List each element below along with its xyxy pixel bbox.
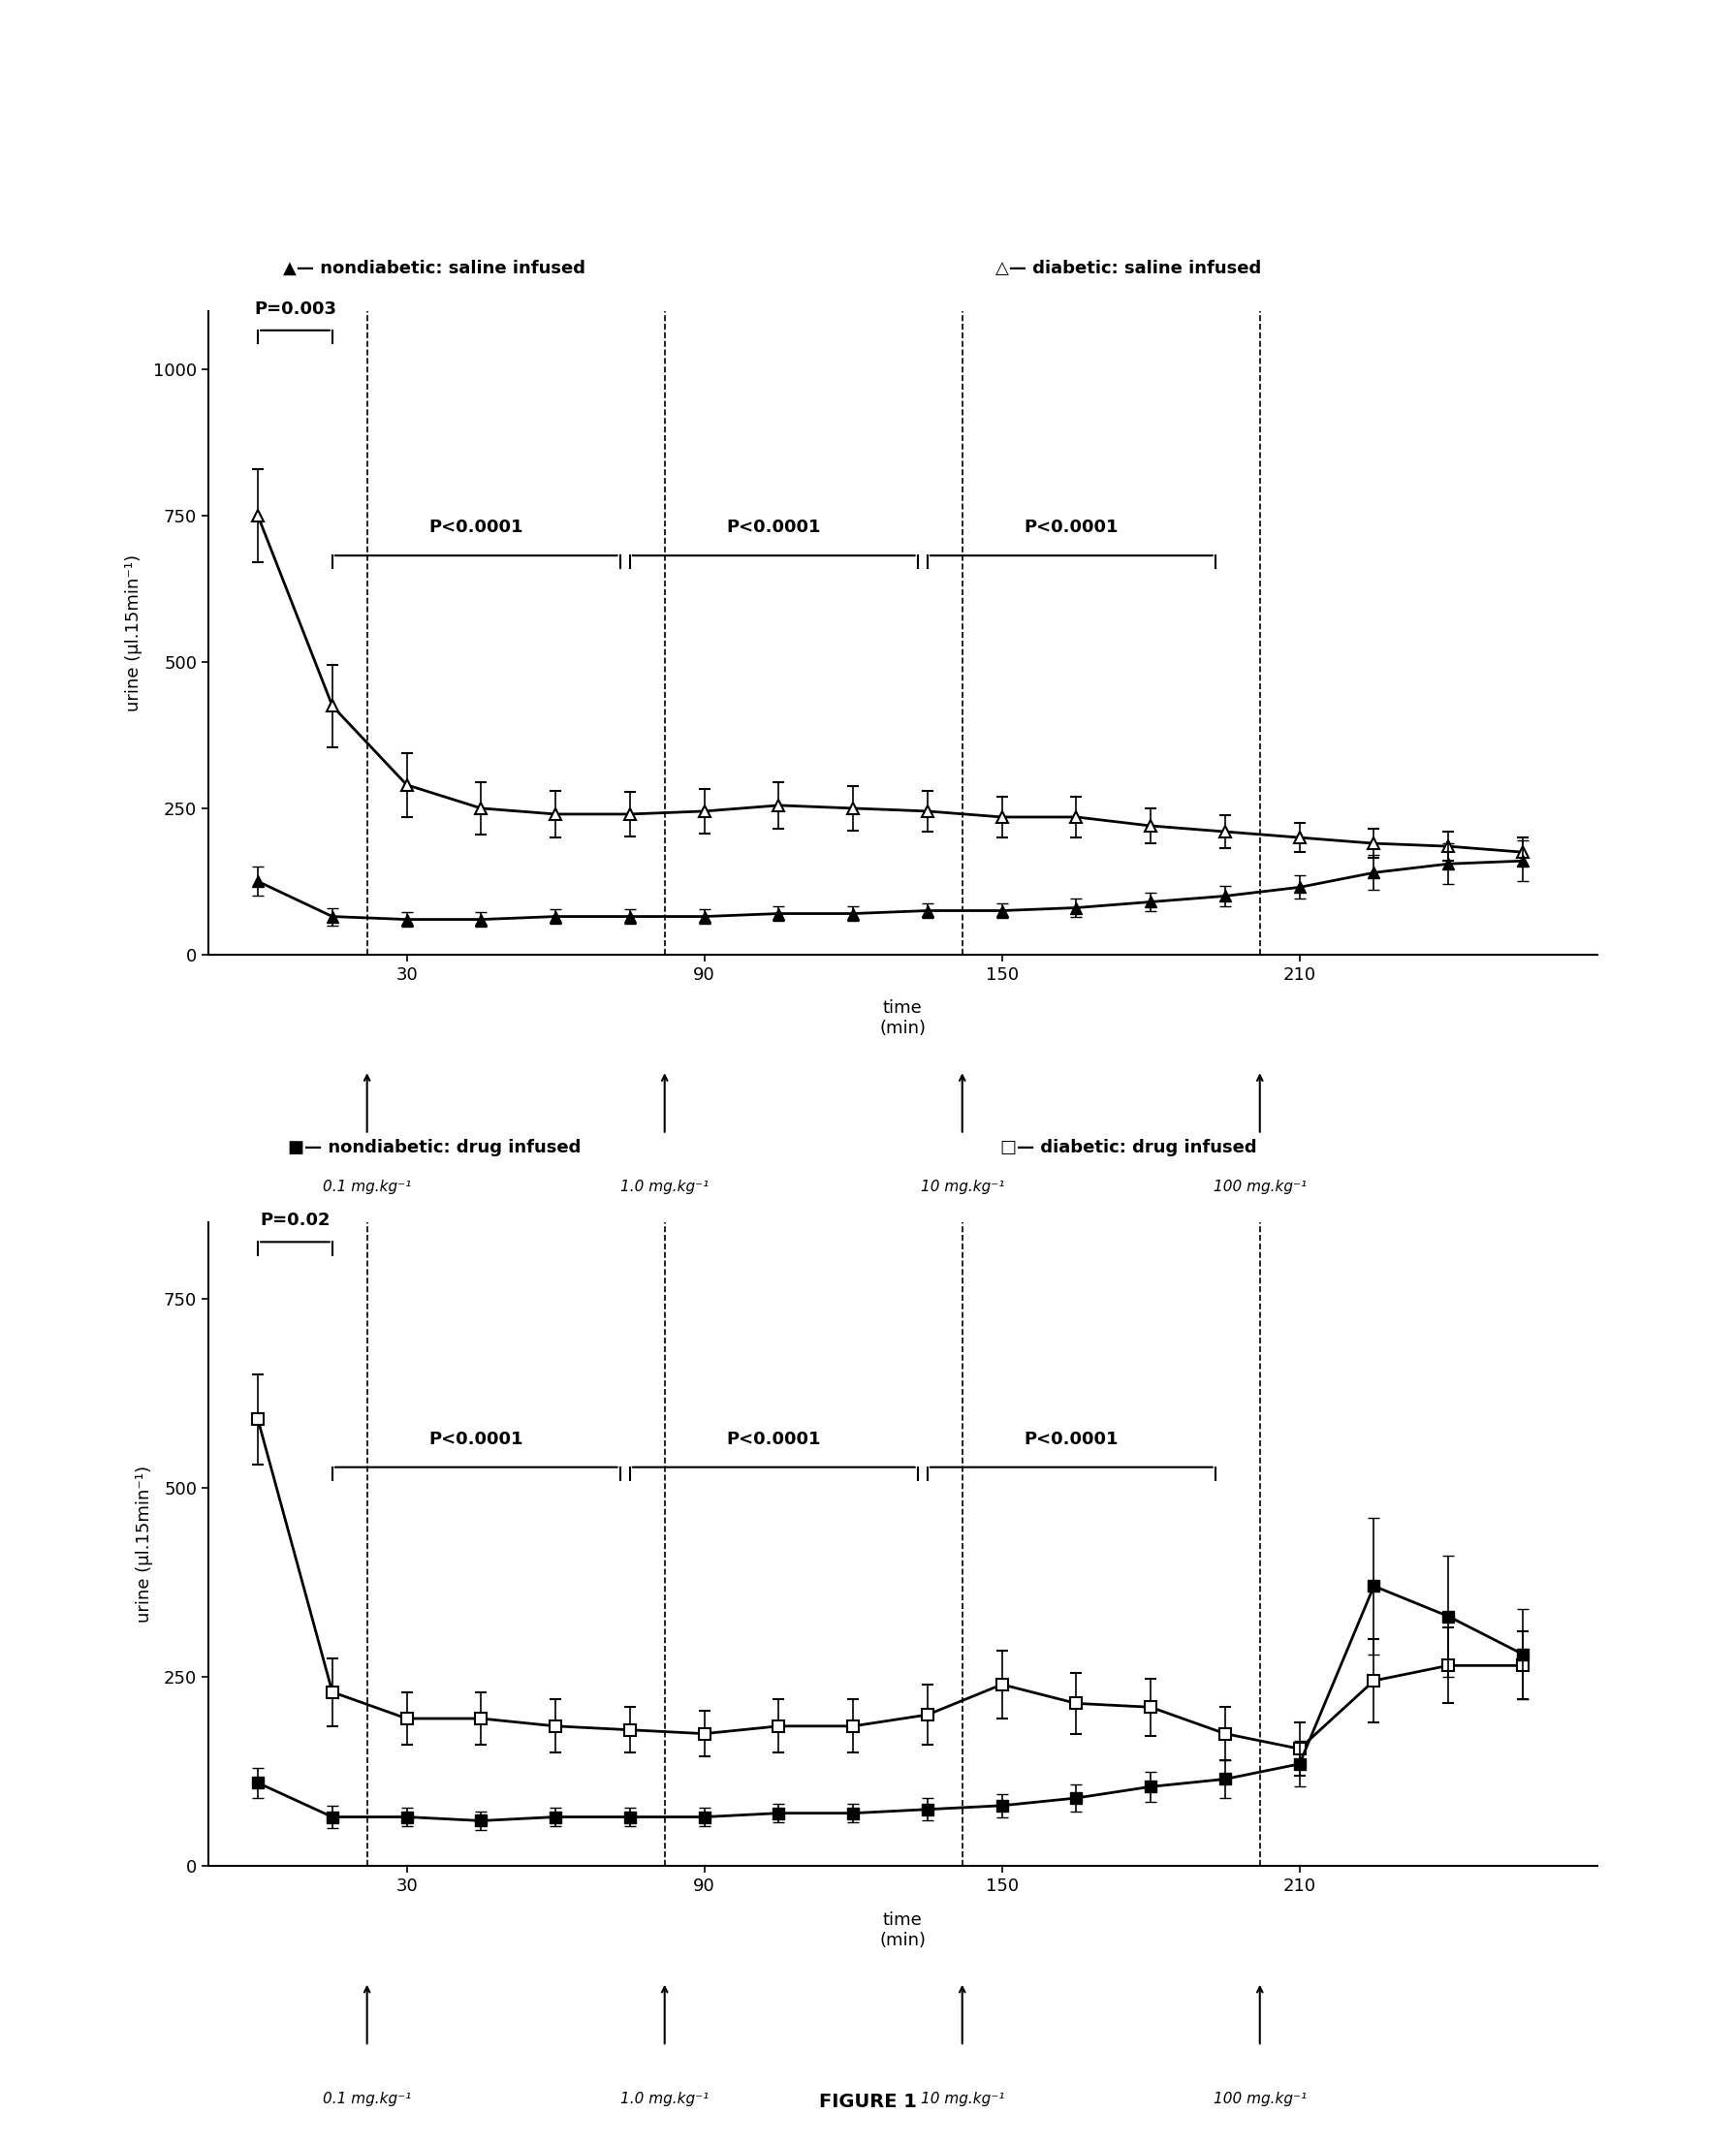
- Text: 0.1 mg.kg⁻¹: 0.1 mg.kg⁻¹: [323, 2091, 411, 2106]
- Text: 1.0 mg.kg⁻¹: 1.0 mg.kg⁻¹: [620, 2091, 708, 2106]
- Text: □— diabetic: drug infused: □— diabetic: drug infused: [1000, 1139, 1257, 1156]
- Y-axis label: urine (µl.15min⁻¹): urine (µl.15min⁻¹): [135, 1465, 153, 1624]
- Text: P<0.0001: P<0.0001: [1024, 519, 1118, 536]
- Text: 10 mg.kg⁻¹: 10 mg.kg⁻¹: [920, 2091, 1003, 2106]
- Text: 100 mg.kg⁻¹: 100 mg.kg⁻¹: [1213, 1180, 1307, 1195]
- Text: P=0.003: P=0.003: [253, 300, 337, 317]
- Text: 10 mg.kg⁻¹: 10 mg.kg⁻¹: [920, 1180, 1003, 1195]
- Text: P<0.0001: P<0.0001: [429, 1431, 524, 1448]
- Text: P=0.02: P=0.02: [260, 1212, 330, 1229]
- Text: P<0.0001: P<0.0001: [726, 1431, 821, 1448]
- Text: P<0.0001: P<0.0001: [726, 519, 821, 536]
- Text: △— diabetic: saline infused: △— diabetic: saline infused: [995, 260, 1262, 277]
- Text: P<0.0001: P<0.0001: [1024, 1431, 1118, 1448]
- Text: time
(min): time (min): [880, 1000, 925, 1038]
- Text: 100 mg.kg⁻¹: 100 mg.kg⁻¹: [1213, 2091, 1307, 2106]
- Text: 0.1 mg.kg⁻¹: 0.1 mg.kg⁻¹: [323, 1180, 411, 1195]
- Text: time
(min): time (min): [880, 1911, 925, 1950]
- Text: P<0.0001: P<0.0001: [429, 519, 524, 536]
- Text: ▲— nondiabetic: saline infused: ▲— nondiabetic: saline infused: [283, 260, 585, 277]
- Text: 1.0 mg.kg⁻¹: 1.0 mg.kg⁻¹: [620, 1180, 708, 1195]
- Text: ■— nondiabetic: drug infused: ■— nondiabetic: drug infused: [288, 1139, 580, 1156]
- Y-axis label: urine (µl.15min⁻¹): urine (µl.15min⁻¹): [125, 553, 142, 712]
- Text: FIGURE 1: FIGURE 1: [819, 2094, 917, 2111]
